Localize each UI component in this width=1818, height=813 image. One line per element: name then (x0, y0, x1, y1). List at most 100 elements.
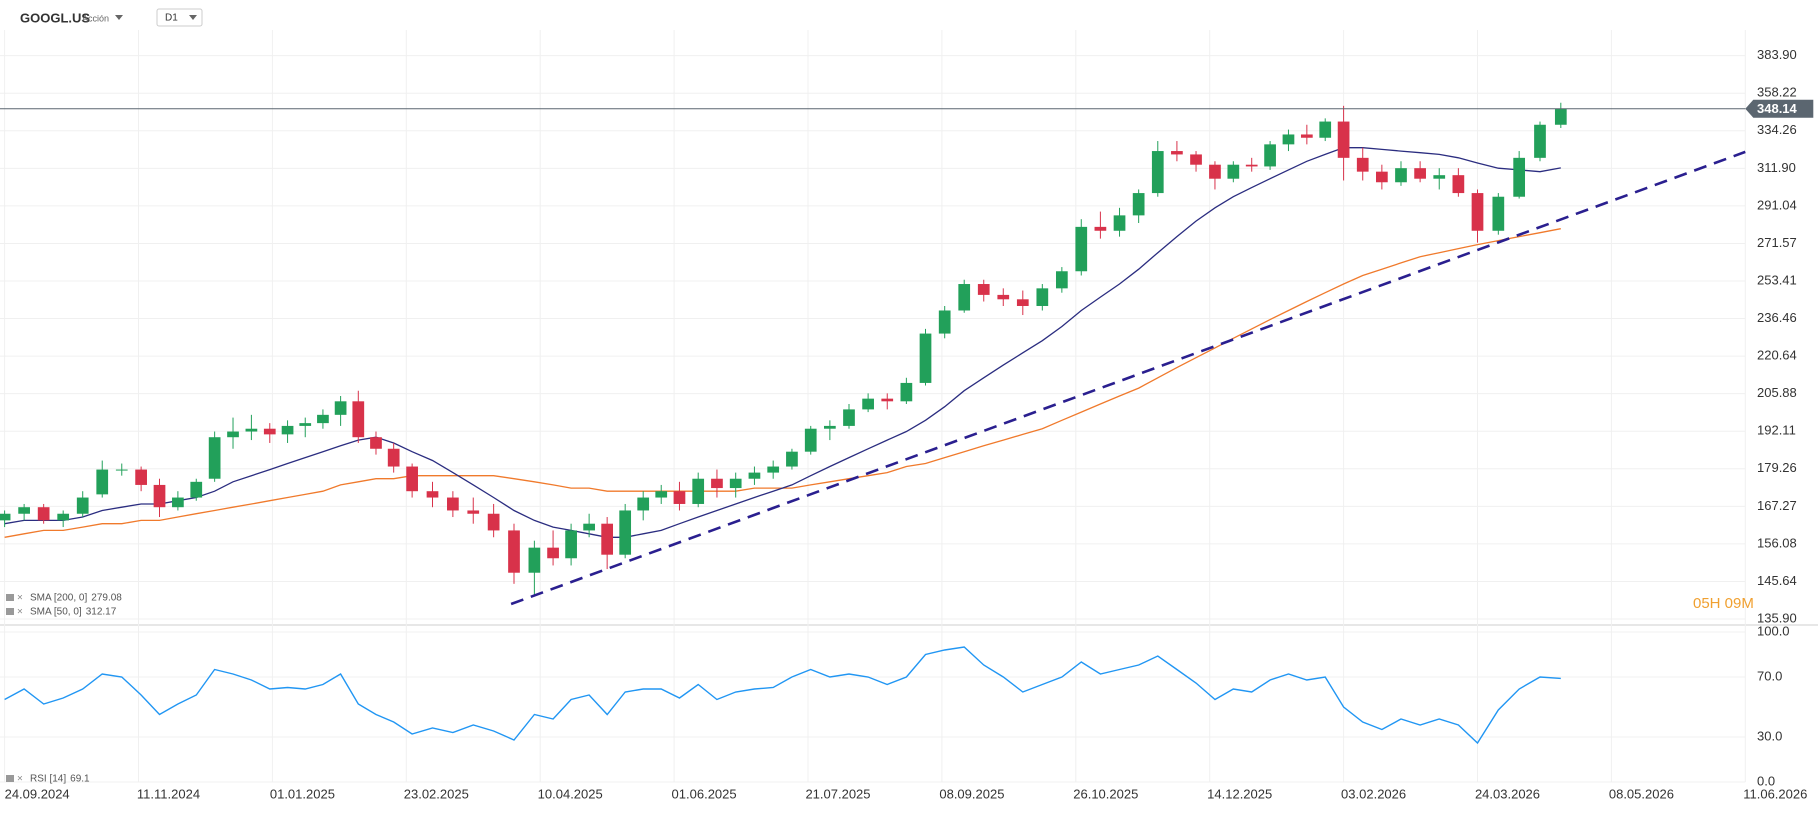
candle-body (1414, 168, 1426, 179)
legend-value: 69.1 (70, 774, 90, 785)
last-price-label: 348.14 (1757, 101, 1798, 116)
sma-line (4, 228, 1561, 538)
legend-value: 312.17 (86, 607, 117, 618)
candle-body (447, 497, 459, 511)
y-tick-label: 145.64 (1757, 573, 1797, 588)
candle-body (1433, 175, 1446, 179)
candle-body (673, 491, 686, 504)
x-tick-label: 01.01.2025 (270, 786, 335, 801)
candle-body (1534, 124, 1546, 158)
candle-body (1452, 175, 1465, 194)
candle-body (938, 310, 951, 334)
candle-body (1036, 288, 1049, 306)
candle-body (1245, 164, 1258, 167)
candle-body (245, 428, 258, 432)
x-tick-label: 08.05.2026 (1609, 786, 1674, 801)
candle-body (862, 398, 874, 410)
candle-body (172, 497, 184, 508)
candle-body (1016, 299, 1029, 306)
candle-body (1471, 193, 1484, 231)
x-tick-label: 10.04.2025 (538, 786, 603, 801)
timeframe[interactable]: D1 (165, 13, 178, 24)
x-tick-label: 11.11.2024 (137, 786, 200, 801)
y-tick-label: 271.57 (1757, 235, 1797, 250)
candle-body (352, 401, 365, 438)
sma-line (4, 147, 1561, 538)
rsi-line (4, 646, 1561, 745)
y-tick-label: 135.90 (1757, 610, 1797, 625)
y-tick-label: 311.90 (1757, 160, 1796, 175)
last-price-tag (1745, 99, 1814, 118)
rsi-tick-label: 0.0 (1757, 773, 1775, 788)
y-tick-label: 383.90 (1757, 47, 1797, 62)
y-tick-label: 192.11 (1757, 423, 1796, 438)
candle-body (57, 513, 70, 521)
x-tick-label: 08.09.2025 (939, 786, 1004, 801)
candle-body (1075, 226, 1088, 272)
x-tick-label: 01.06.2025 (672, 786, 737, 801)
candle-body (637, 497, 650, 511)
candle-body (299, 423, 312, 426)
dropdown-caret[interactable] (115, 15, 123, 20)
x-tick-label: 03.02.2026 (1341, 786, 1406, 801)
legend-icon (6, 775, 14, 782)
candle-body (748, 472, 761, 479)
candle-body (263, 428, 276, 435)
candle-body (370, 437, 382, 449)
candle-body (1132, 193, 1145, 216)
candle-body (1094, 226, 1107, 231)
x-tick-label: 11.06.2026 (1743, 786, 1807, 801)
candle-body (711, 478, 723, 489)
y-tick-label: 220.64 (1757, 348, 1797, 363)
candle-body (692, 478, 705, 504)
symbol: GOOGL.US (20, 10, 90, 25)
candle-body (1151, 151, 1164, 194)
candle-body (317, 414, 329, 424)
legend-value: 279.08 (91, 593, 122, 604)
candle-body (0, 513, 11, 521)
candle-body (1171, 151, 1183, 155)
x-tick-label: 24.09.2024 (5, 786, 70, 801)
candle-body (565, 530, 577, 559)
legend-name: RSI [14] (30, 774, 66, 785)
candle-body (1513, 157, 1526, 197)
candle-body (786, 451, 798, 467)
candle-body (487, 513, 500, 531)
candle-body (1055, 271, 1068, 289)
candle-body (153, 484, 166, 508)
candle-body (655, 491, 668, 498)
candle-body (467, 510, 480, 514)
y-tick-label: 253.41 (1757, 272, 1797, 287)
trendline (510, 150, 1746, 606)
x-tick-label: 21.07.2025 (805, 786, 870, 801)
legend-name: SMA [200, 0] (30, 593, 87, 604)
candle-body (387, 448, 400, 467)
candle-body (135, 469, 147, 485)
countdown: 05H 09M (1693, 595, 1754, 612)
candle-body (583, 523, 595, 531)
timeframe-caret[interactable] (189, 15, 197, 20)
candle-body (900, 382, 913, 402)
candle-body (281, 425, 294, 435)
rsi-tick-label: 30.0 (1757, 728, 1782, 743)
candle-body (619, 510, 632, 555)
x-tick-label: 24.03.2026 (1475, 786, 1540, 801)
candle-body (824, 425, 836, 429)
candle-body (227, 431, 239, 438)
candle-body (977, 284, 990, 295)
candle-body (334, 401, 347, 415)
timeframe-box[interactable] (156, 8, 203, 27)
candle-body (1264, 144, 1276, 167)
y-tick-label: 179.26 (1757, 460, 1797, 475)
legend-name: SMA [50, 0] (30, 607, 82, 618)
candle-body (96, 469, 109, 495)
candle-body (208, 437, 221, 479)
y-tick-label: 167.27 (1757, 498, 1797, 513)
asset-type: Acción (82, 13, 109, 23)
candle-body (997, 294, 1010, 300)
x-tick-label: 26.10.2025 (1073, 786, 1138, 801)
legend-close: × (17, 593, 23, 604)
candle-body (1300, 134, 1313, 138)
candle-body (406, 466, 418, 492)
